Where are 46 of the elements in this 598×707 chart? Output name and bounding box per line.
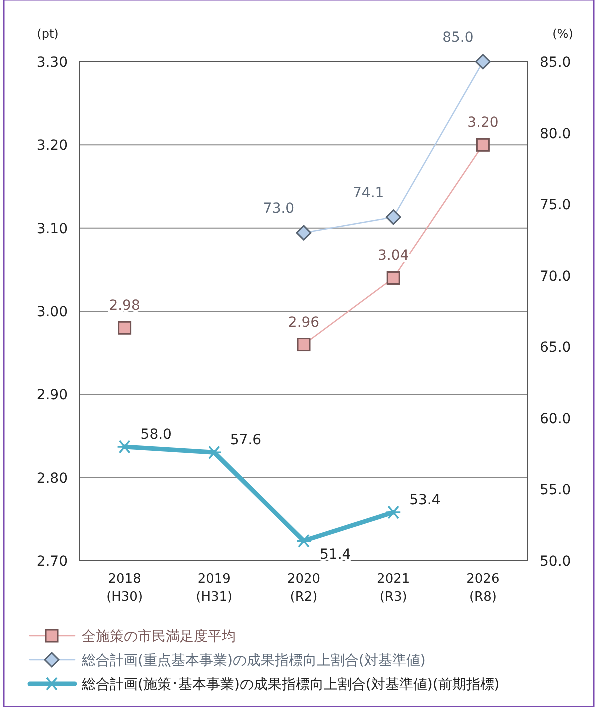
point bbox=[206, 446, 222, 460]
y2-tick-label: 65.0 bbox=[540, 340, 572, 356]
y2-tick-label: 55.0 bbox=[540, 482, 572, 499]
point bbox=[386, 506, 402, 520]
y-tick-label: 3.10 bbox=[36, 221, 68, 238]
legend-label: 総合計画(施策･基本事業)の成果指標向上割合(対基準値)(前期指標) bbox=[81, 677, 500, 693]
point bbox=[386, 271, 400, 285]
y-tick-label: 3.20 bbox=[36, 138, 68, 154]
y2-tick-label: 70.0 bbox=[540, 268, 572, 285]
x-tick-label: 2018 (H30) bbox=[106, 572, 144, 605]
legend-label: 総合計画(重点基本事業)の成果指標向上割合(対基準値) bbox=[81, 653, 426, 669]
x-tick-label: 2019 (H31) bbox=[196, 572, 233, 605]
point bbox=[296, 534, 312, 548]
y2-tick-label: 50.0 bbox=[540, 554, 572, 570]
y-axis-title: (pt) bbox=[37, 27, 59, 41]
data-label: 53.4 bbox=[410, 492, 441, 509]
data-label: 74.1 bbox=[353, 185, 384, 202]
legend-label: 全施策の市民満足度平均 bbox=[82, 629, 236, 645]
y-tick-label: 2.80 bbox=[36, 470, 68, 487]
y-tick-label: 3.30 bbox=[36, 55, 68, 71]
data-label: 73.0 bbox=[263, 201, 295, 218]
data-label: 85.0 bbox=[442, 30, 474, 46]
y2-tick-label: 85.0 bbox=[540, 55, 572, 71]
x-tick-label: 2021 (R3) bbox=[377, 572, 410, 605]
point bbox=[297, 338, 311, 352]
x-tick-label: 2026 (R8) bbox=[466, 572, 500, 605]
data-label: 2.96 bbox=[288, 314, 320, 331]
y2-tick-label: 60.0 bbox=[540, 411, 572, 428]
point bbox=[296, 225, 312, 241]
y2-tick-label: 75.0 bbox=[540, 198, 572, 214]
y-tick-label: 2.90 bbox=[36, 388, 68, 404]
point bbox=[475, 54, 491, 70]
y-tick-label: 2.70 bbox=[36, 554, 68, 570]
x-tick-label: 2020 (R2) bbox=[287, 572, 321, 605]
data-label: 57.6 bbox=[230, 432, 262, 449]
y2-tick-label: 80.0 bbox=[540, 126, 572, 142]
data-label: 51.4 bbox=[320, 547, 352, 564]
data-label: 2.98 bbox=[109, 298, 140, 314]
data-label: 58.0 bbox=[140, 426, 172, 443]
point bbox=[386, 210, 402, 226]
point bbox=[118, 321, 132, 335]
data-label: 3.20 bbox=[468, 115, 499, 132]
point bbox=[476, 138, 490, 152]
data-label: 3.04 bbox=[378, 248, 410, 264]
y2-axis-title: (%) bbox=[552, 27, 574, 41]
y-tick-label: 3.00 bbox=[36, 304, 68, 320]
